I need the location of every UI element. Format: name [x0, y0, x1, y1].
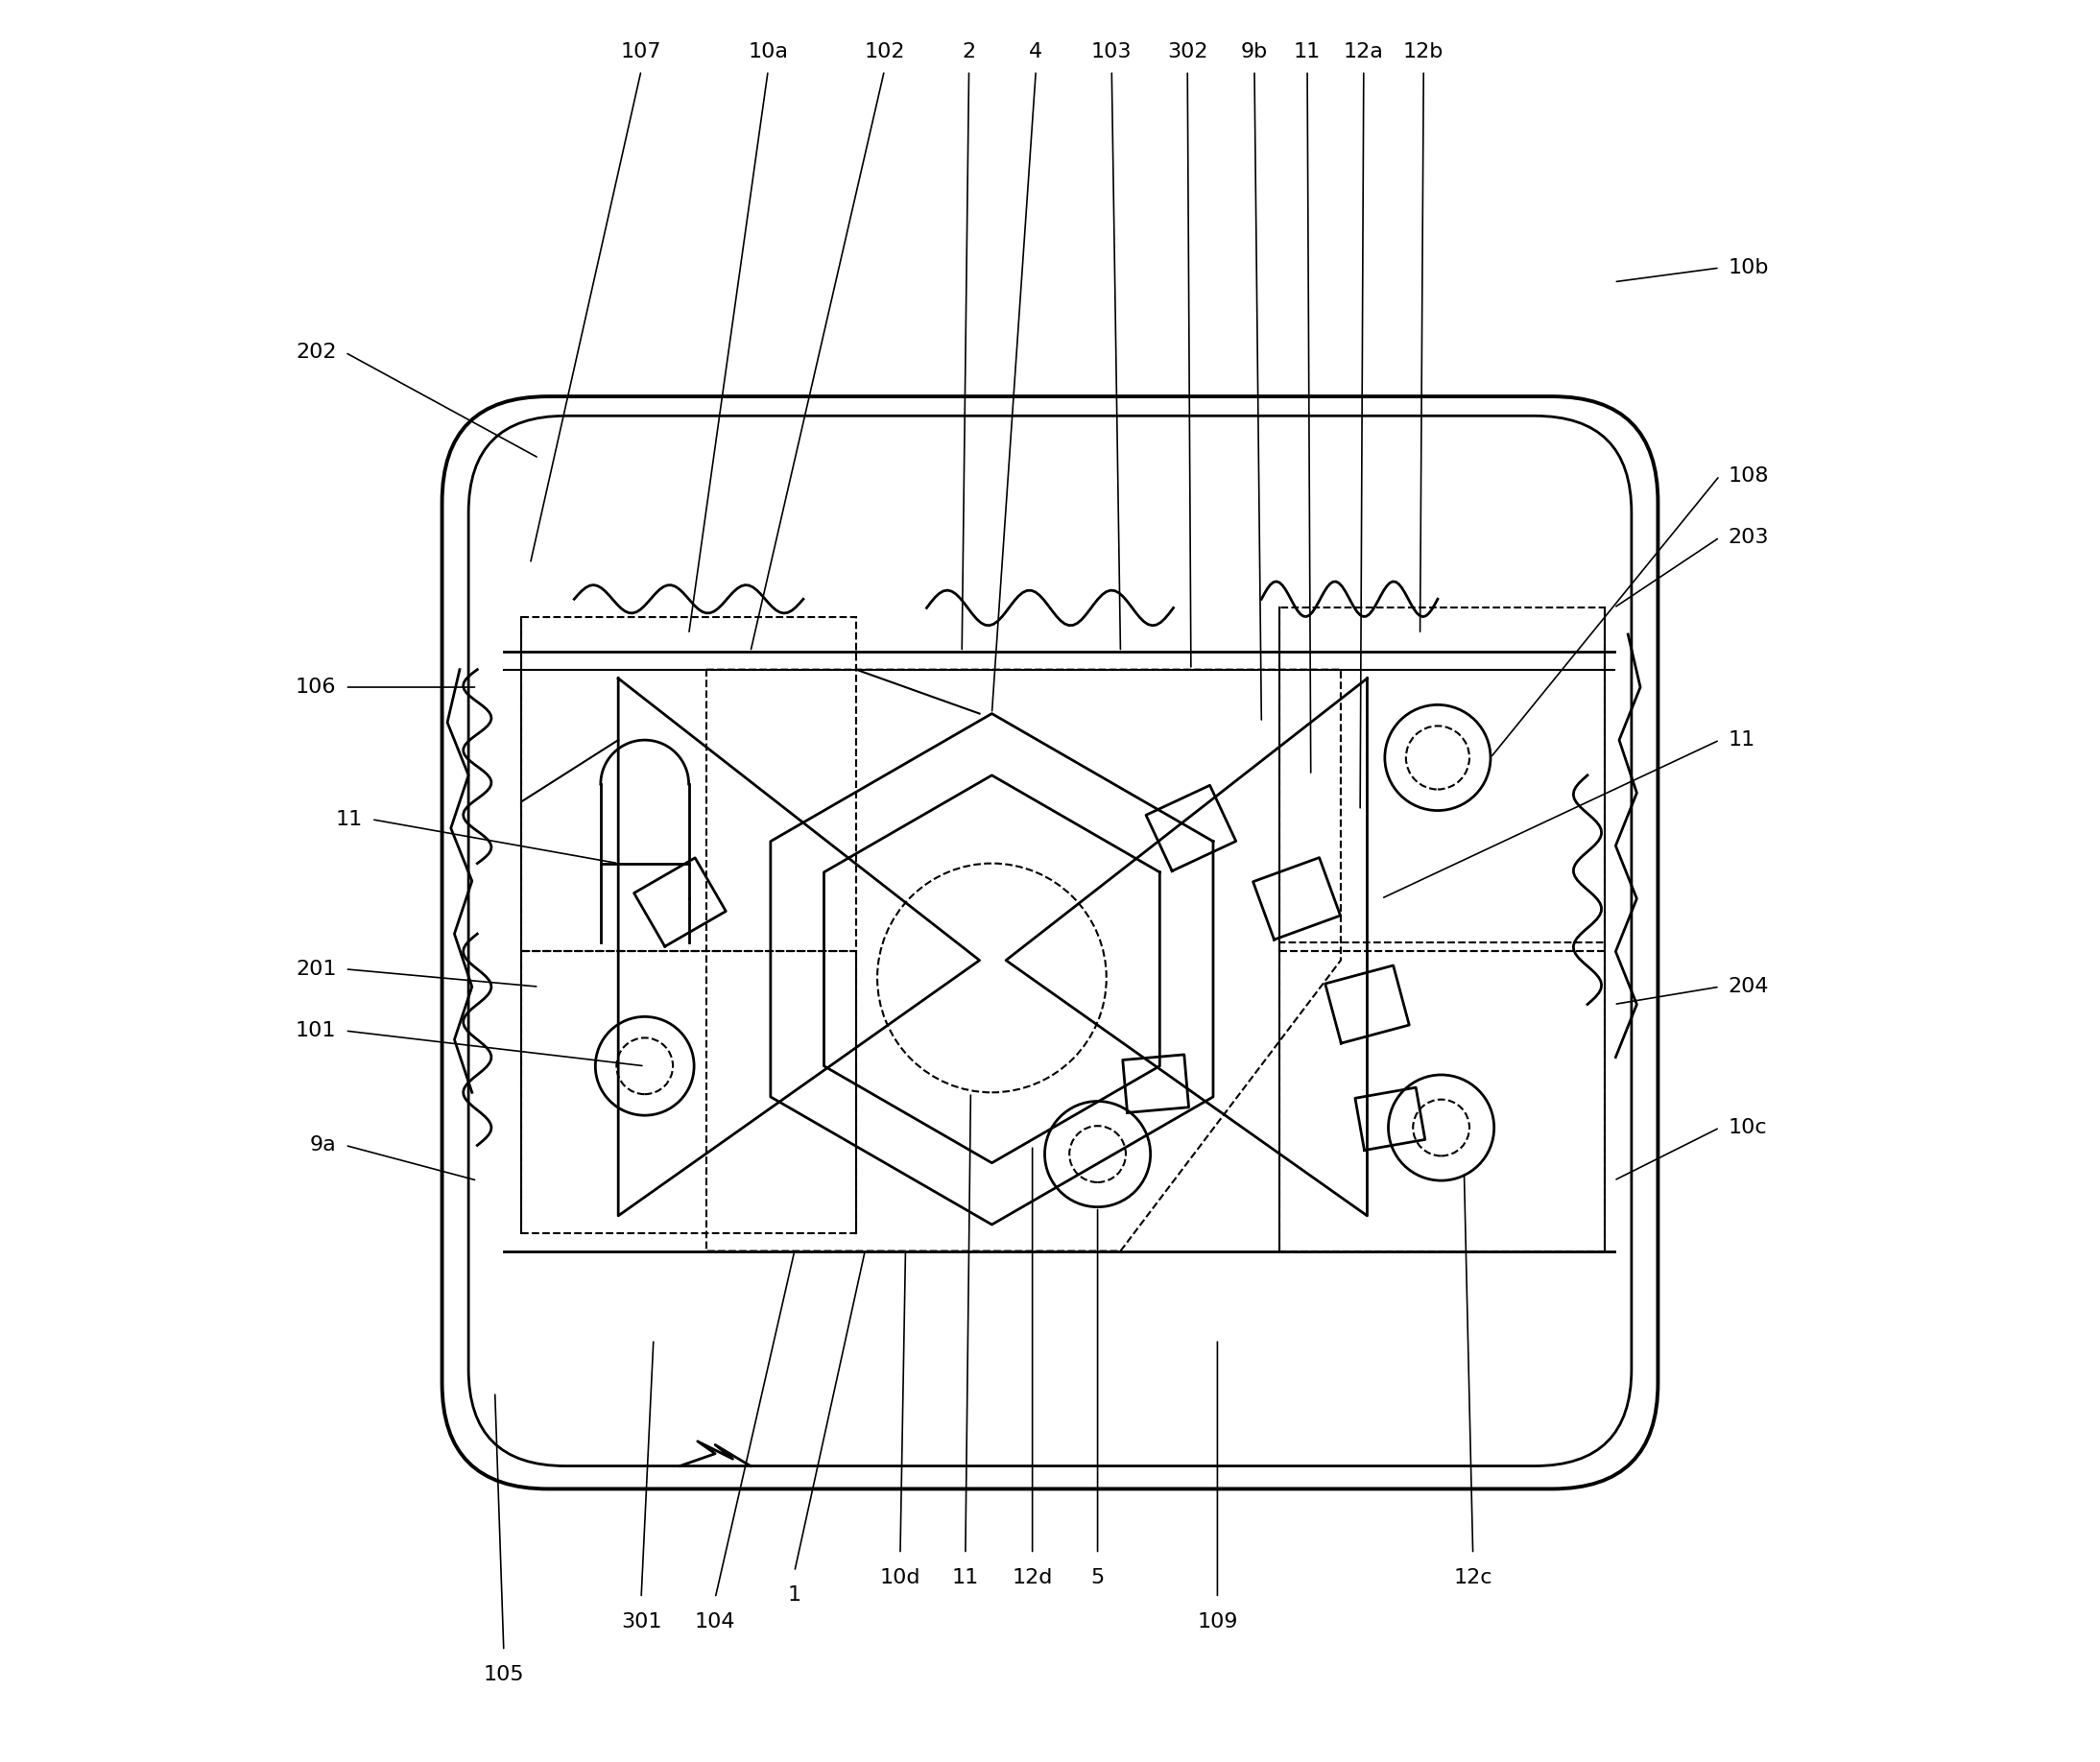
Text: 5: 5 — [1090, 1568, 1105, 1588]
Text: 2: 2 — [962, 42, 977, 62]
Text: 105: 105 — [483, 1665, 525, 1684]
Text: 12d: 12d — [1012, 1568, 1052, 1588]
Text: 9b: 9b — [1241, 42, 1268, 62]
Bar — [1279, 943, 1604, 1251]
Text: 4: 4 — [1029, 42, 1044, 62]
Text: 1: 1 — [788, 1586, 802, 1605]
Bar — [521, 617, 857, 951]
Text: 11: 11 — [1294, 42, 1321, 62]
Text: 101: 101 — [296, 1022, 336, 1040]
Bar — [521, 951, 857, 1233]
Text: 11: 11 — [1728, 731, 1756, 749]
Text: 11: 11 — [336, 811, 363, 828]
Text: 204: 204 — [1728, 978, 1768, 996]
Text: 108: 108 — [1728, 467, 1768, 485]
Text: 203: 203 — [1728, 529, 1768, 546]
Text: 201: 201 — [296, 960, 336, 978]
Text: 12a: 12a — [1344, 42, 1384, 62]
Text: 10d: 10d — [880, 1568, 920, 1588]
Text: 104: 104 — [695, 1612, 735, 1632]
Text: 12b: 12b — [1403, 42, 1445, 62]
Text: 11: 11 — [951, 1568, 979, 1588]
Text: 10c: 10c — [1728, 1119, 1768, 1136]
Text: 9a: 9a — [309, 1136, 336, 1154]
Text: 109: 109 — [1197, 1612, 1237, 1632]
Text: 106: 106 — [296, 678, 336, 696]
Text: 102: 102 — [863, 42, 905, 62]
Bar — [1279, 608, 1604, 951]
Text: 202: 202 — [296, 344, 336, 361]
Text: 301: 301 — [622, 1612, 662, 1632]
Text: 10b: 10b — [1728, 259, 1768, 277]
Text: 12c: 12c — [1453, 1568, 1493, 1588]
Text: 302: 302 — [1168, 42, 1208, 62]
Text: 10a: 10a — [748, 42, 788, 62]
Text: 103: 103 — [1092, 42, 1132, 62]
Text: 107: 107 — [622, 42, 662, 62]
